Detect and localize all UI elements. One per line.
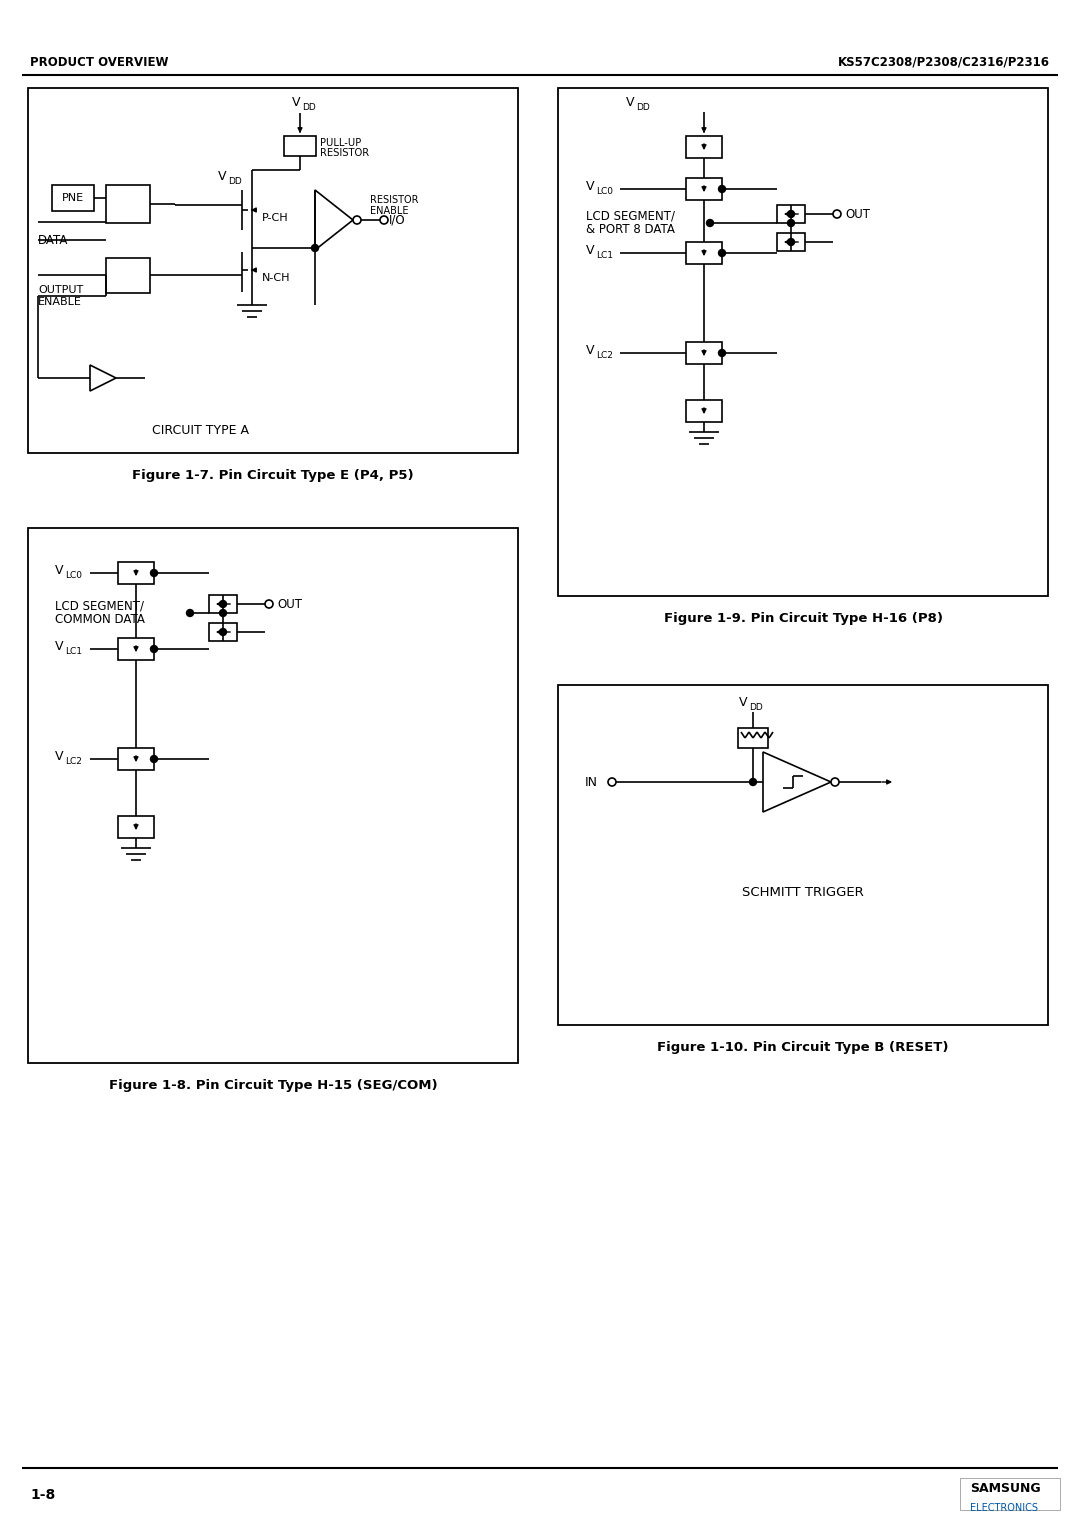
Circle shape	[219, 610, 227, 616]
Text: V: V	[586, 344, 594, 356]
Text: SAMSUNG: SAMSUNG	[970, 1482, 1041, 1494]
Text: COMMON DATA: COMMON DATA	[55, 613, 145, 625]
Bar	[28, 89, 518, 452]
Text: LC0: LC0	[65, 570, 82, 579]
Text: N-CH: N-CH	[262, 274, 291, 283]
Text: DD: DD	[636, 102, 650, 112]
Circle shape	[787, 220, 795, 226]
Bar	[118, 816, 154, 837]
Text: CIRCUIT TYPE A: CIRCUIT TYPE A	[151, 423, 248, 437]
Bar	[210, 594, 237, 613]
Circle shape	[219, 601, 227, 608]
Text: IN: IN	[585, 776, 598, 788]
Text: ENABLE: ENABLE	[370, 206, 408, 215]
Bar	[106, 258, 150, 293]
Bar	[777, 232, 805, 251]
Circle shape	[787, 238, 795, 246]
Text: LC0: LC0	[596, 186, 613, 196]
Text: RESISTOR: RESISTOR	[370, 196, 419, 205]
Bar	[738, 727, 768, 749]
Text: V: V	[55, 564, 64, 576]
Text: V: V	[586, 243, 594, 257]
Circle shape	[150, 755, 158, 762]
Bar	[52, 185, 94, 211]
Text: & PORT 8 DATA: & PORT 8 DATA	[586, 223, 675, 235]
Text: 1-8: 1-8	[30, 1488, 55, 1502]
Circle shape	[353, 215, 361, 225]
Text: OUT: OUT	[845, 208, 870, 220]
Bar	[686, 400, 723, 422]
Bar	[686, 177, 723, 200]
Circle shape	[718, 185, 726, 193]
Text: LC2: LC2	[596, 350, 612, 359]
Bar	[960, 1478, 1059, 1510]
Circle shape	[831, 778, 839, 785]
Text: P-CH: P-CH	[262, 212, 288, 223]
Text: PULL-UP: PULL-UP	[320, 138, 361, 148]
Circle shape	[718, 249, 726, 257]
Text: V: V	[626, 96, 635, 108]
Bar	[686, 241, 723, 264]
Bar	[106, 185, 150, 223]
Circle shape	[706, 220, 714, 226]
Text: SCHMITT TRIGGER: SCHMITT TRIGGER	[742, 886, 864, 898]
Bar	[118, 749, 154, 770]
Circle shape	[150, 570, 158, 576]
Circle shape	[833, 209, 841, 219]
Text: V: V	[586, 179, 594, 193]
Text: DD: DD	[750, 703, 762, 712]
Text: V: V	[55, 750, 64, 762]
Circle shape	[265, 601, 273, 608]
Text: LC1: LC1	[65, 646, 82, 656]
Circle shape	[787, 211, 795, 217]
Text: OUTPUT: OUTPUT	[38, 286, 83, 295]
Text: I/O: I/O	[389, 214, 406, 226]
Bar	[686, 342, 723, 364]
Text: LCD SEGMENT/: LCD SEGMENT/	[586, 209, 675, 223]
Bar	[558, 89, 1048, 596]
Bar	[28, 529, 518, 1063]
Text: ENABLE: ENABLE	[38, 296, 82, 307]
Text: LC2: LC2	[65, 756, 82, 766]
Text: Figure 1-8. Pin Circuit Type H-15 (SEG/COM): Figure 1-8. Pin Circuit Type H-15 (SEG/C…	[109, 1079, 437, 1091]
Text: Figure 1-10. Pin Circuit Type B (RESET): Figure 1-10. Pin Circuit Type B (RESET)	[658, 1041, 948, 1053]
Text: KS57C2308/P2308/C2316/P2316: KS57C2308/P2308/C2316/P2316	[838, 55, 1050, 69]
Text: DATA: DATA	[38, 234, 68, 246]
Circle shape	[380, 215, 388, 225]
Bar	[210, 623, 237, 642]
Text: V: V	[218, 170, 227, 182]
Text: Figure 1-7. Pin Circuit Type E (P4, P5): Figure 1-7. Pin Circuit Type E (P4, P5)	[132, 469, 414, 481]
Text: PNE: PNE	[62, 193, 84, 203]
Text: OUT: OUT	[276, 597, 302, 611]
Circle shape	[311, 244, 319, 252]
Circle shape	[718, 350, 726, 356]
Text: DD: DD	[302, 102, 315, 112]
Text: ELECTRONICS: ELECTRONICS	[970, 1504, 1038, 1513]
Circle shape	[608, 778, 616, 785]
Circle shape	[750, 778, 756, 785]
Circle shape	[219, 628, 227, 636]
Bar	[686, 136, 723, 157]
Bar	[558, 685, 1048, 1025]
Text: PRODUCT OVERVIEW: PRODUCT OVERVIEW	[30, 55, 168, 69]
Bar	[777, 205, 805, 223]
Text: LCD SEGMENT/: LCD SEGMENT/	[55, 599, 144, 613]
Circle shape	[187, 610, 193, 616]
Text: Figure 1-9. Pin Circuit Type H-16 (P8): Figure 1-9. Pin Circuit Type H-16 (P8)	[663, 611, 943, 625]
Text: V: V	[55, 640, 64, 652]
Bar	[284, 136, 316, 156]
Text: LC1: LC1	[596, 251, 613, 260]
Text: V: V	[739, 695, 747, 709]
Text: RESISTOR: RESISTOR	[320, 148, 369, 157]
Bar	[118, 562, 154, 584]
Bar	[118, 639, 154, 660]
Text: DD: DD	[228, 177, 242, 185]
Text: V: V	[292, 96, 300, 108]
Circle shape	[150, 645, 158, 652]
